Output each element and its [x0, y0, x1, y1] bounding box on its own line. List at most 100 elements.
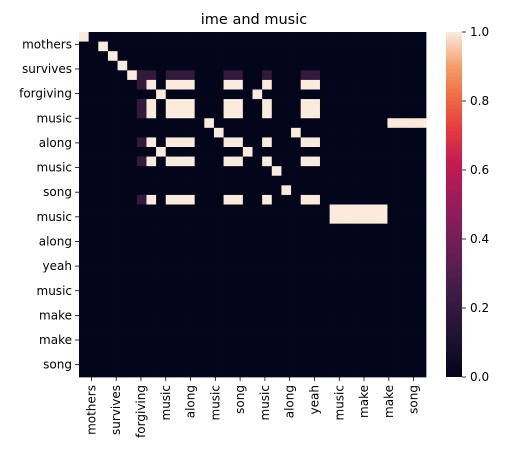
- heatmap-cell: [252, 51, 263, 62]
- heatmap-cell: [213, 137, 224, 148]
- heatmap-cell: [416, 185, 427, 196]
- heatmap-cell: [348, 108, 359, 119]
- heatmap-cell: [368, 309, 379, 320]
- heatmap-cell: [252, 329, 263, 340]
- heatmap-cell: [185, 137, 196, 148]
- heatmap-cell: [406, 271, 417, 282]
- heatmap-cell: [377, 338, 388, 349]
- heatmap-cell: [271, 32, 282, 42]
- heatmap-cell: [291, 214, 302, 225]
- heatmap-cell: [377, 281, 388, 292]
- heatmap-cell: [165, 32, 176, 42]
- heatmap-cell: [88, 175, 99, 186]
- heatmap-cell: [358, 223, 369, 234]
- heatmap-cell: [358, 367, 369, 378]
- heatmap-cell: [300, 156, 311, 167]
- heatmap-cell: [281, 41, 292, 52]
- heatmap-cell: [242, 175, 253, 186]
- heatmap-cell: [339, 32, 350, 42]
- heatmap-cell: [291, 319, 302, 330]
- heatmap-cell: [416, 108, 427, 119]
- heatmap-cell: [242, 79, 253, 90]
- heatmap-cell: [117, 137, 128, 148]
- colorbar-tick-label: 1.0: [470, 25, 489, 39]
- heatmap-cell: [319, 137, 330, 148]
- heatmap-cell: [242, 32, 253, 42]
- heatmap-cell: [387, 60, 398, 71]
- heatmap-cell: [377, 127, 388, 138]
- heatmap-cell: [117, 348, 128, 359]
- x-tick-label: music: [159, 385, 173, 420]
- heatmap-cell: [79, 252, 89, 263]
- heatmap-cell: [107, 357, 118, 368]
- heatmap-cell: [252, 108, 263, 119]
- heatmap-cell: [300, 281, 311, 292]
- heatmap-cell: [213, 281, 224, 292]
- heatmap-cell: [194, 271, 205, 282]
- heatmap-cell: [387, 338, 398, 349]
- heatmap-cell: [107, 329, 118, 340]
- heatmap-cell: [339, 99, 350, 110]
- heatmap-cell: [281, 309, 292, 320]
- heatmap-cell: [329, 89, 340, 100]
- heatmap-cell: [107, 242, 118, 253]
- heatmap-cell: [329, 32, 340, 42]
- heatmap-cell: [204, 214, 215, 225]
- heatmap-cell: [291, 357, 302, 368]
- heatmap-cell: [397, 262, 408, 272]
- heatmap-cell: [319, 99, 330, 110]
- heatmap-cell: [88, 79, 99, 90]
- heatmap-cell: [107, 204, 118, 215]
- heatmap-cell: [146, 262, 157, 272]
- heatmap-cell: [319, 348, 330, 359]
- heatmap-cell: [397, 281, 408, 292]
- heatmap-cell: [156, 137, 167, 148]
- heatmap-cell: [281, 194, 292, 205]
- heatmap-cell: [377, 271, 388, 282]
- heatmap-cell: [79, 281, 89, 292]
- heatmap-cell: [281, 214, 292, 225]
- heatmap-cell: [348, 242, 359, 253]
- heatmap-cell: [242, 156, 253, 167]
- heatmap-cell: [252, 32, 263, 42]
- heatmap-cell: [387, 175, 398, 186]
- heatmap-cell: [107, 281, 118, 292]
- heatmap-cell: [98, 194, 109, 205]
- heatmap-cell: [213, 319, 224, 330]
- heatmap-cell: [319, 242, 330, 253]
- heatmap-cell: [310, 127, 321, 138]
- heatmap-cell: [88, 204, 99, 215]
- heatmap-cell: [165, 79, 176, 90]
- heatmap-cell: [262, 32, 273, 42]
- heatmap-cell: [175, 51, 186, 62]
- heatmap-cell: [319, 175, 330, 186]
- heatmap-cell: [79, 185, 89, 196]
- heatmap-cell: [310, 214, 321, 225]
- heatmap-cell: [117, 242, 128, 253]
- heatmap-cell: [329, 156, 340, 167]
- heatmap-cell: [185, 99, 196, 110]
- heatmap-cell: [79, 89, 89, 100]
- heatmap-cell: [165, 338, 176, 349]
- heatmap-cell: [146, 290, 157, 301]
- heatmap-cell: [175, 338, 186, 349]
- x-tick-label: along: [283, 385, 297, 418]
- heatmap-cell: [406, 99, 417, 110]
- heatmap-cell: [136, 357, 147, 368]
- heatmap-cell: [79, 99, 89, 110]
- heatmap-cell: [242, 204, 253, 215]
- heatmap-cell: [88, 108, 99, 119]
- colorbar-tick-label: 0.0: [470, 370, 489, 384]
- heatmap-cell: [377, 51, 388, 62]
- heatmap-cell: [406, 156, 417, 167]
- heatmap-cell: [348, 262, 359, 272]
- heatmap-cell: [213, 290, 224, 301]
- heatmap-cell: [300, 32, 311, 42]
- heatmap-cell: [175, 309, 186, 320]
- heatmap-cell: [194, 348, 205, 359]
- y-tick-label: music: [37, 284, 72, 298]
- heatmap-cell: [397, 242, 408, 253]
- heatmap-cell: [156, 290, 167, 301]
- heatmap-cell: [233, 137, 244, 148]
- heatmap-cell: [223, 166, 234, 177]
